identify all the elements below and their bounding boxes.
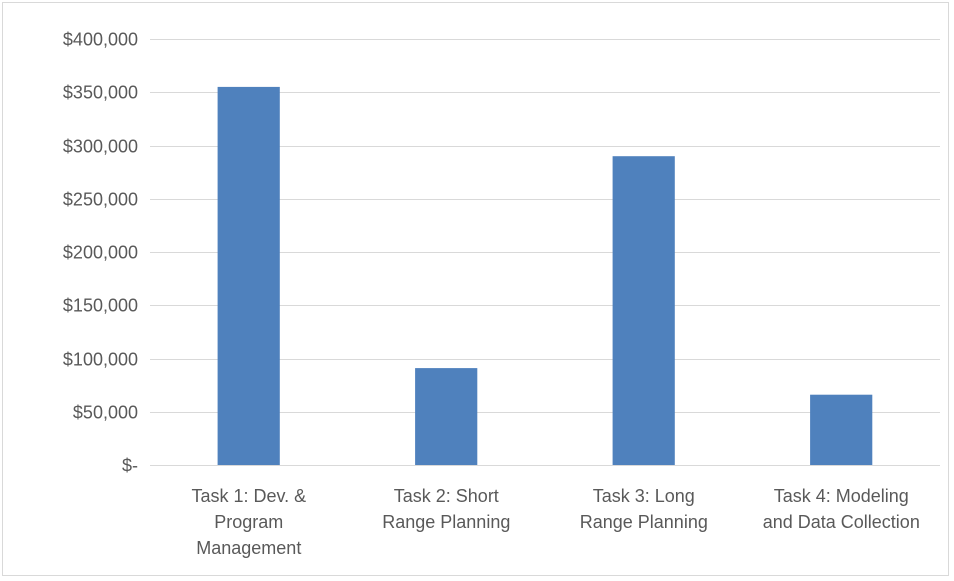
y-tick-label: $50,000	[73, 403, 138, 423]
x-category-label-line: Task 1: Dev. &	[191, 486, 306, 506]
bars	[217, 86, 873, 466]
y-tick-label: $100,000	[63, 350, 138, 370]
bar	[217, 86, 280, 466]
x-category-label: Task 1: Dev. & Program Management	[191, 486, 306, 558]
x-category-label-line: and Data Collection	[763, 512, 920, 532]
y-tick-label: $150,000	[63, 296, 138, 316]
x-category-label-line: Range Planning	[382, 512, 510, 532]
y-axis-tick-labels: $- $50,000 $100,000 $150,000 $200,000 $250,00…	[63, 30, 138, 476]
x-category-label-line: Task 3: Long	[593, 486, 695, 506]
y-tick-label: $400,000	[63, 30, 138, 50]
x-axis-category-labels: Task 1: Dev. & Program Management Task 2: S…	[191, 486, 919, 558]
x-category-label-line: Task 2: Short	[394, 486, 499, 506]
bar	[415, 368, 478, 465]
x-category-label-line: Program	[214, 512, 283, 532]
x-category-label: Task 2: Short Range Planning	[382, 486, 510, 532]
y-tick-label: $-	[122, 456, 138, 476]
x-category-label: Task 3: Long Range Planning	[580, 486, 708, 532]
gridlines	[150, 39, 940, 413]
bar	[810, 394, 873, 465]
bar	[612, 156, 675, 465]
y-tick-label: $350,000	[63, 83, 138, 103]
x-category-label-line: Management	[196, 538, 301, 558]
x-category-label-line: Range Planning	[580, 512, 708, 532]
x-category-label: Task 4: Modeling and Data Collection	[763, 486, 920, 532]
y-tick-label: $250,000	[63, 190, 138, 210]
x-category-label-line: Task 4: Modeling	[774, 486, 909, 506]
y-tick-label: $200,000	[63, 243, 138, 263]
y-tick-label: $300,000	[63, 137, 138, 157]
